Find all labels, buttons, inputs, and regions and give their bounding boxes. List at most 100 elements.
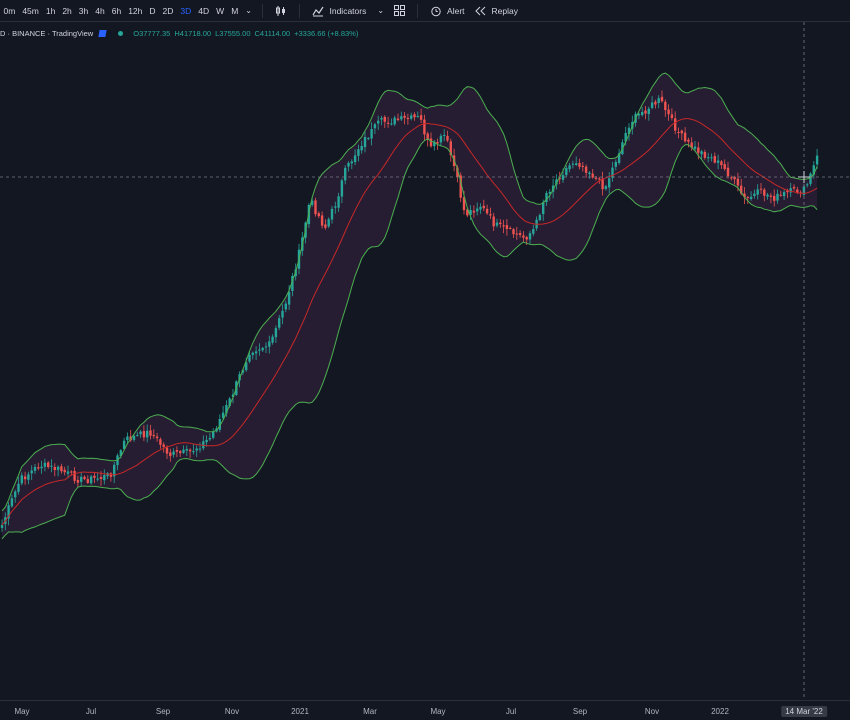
candle [198, 442, 202, 453]
replay-button[interactable]: Replay [470, 6, 523, 16]
candle [644, 106, 647, 120]
candle [776, 189, 779, 204]
timeframe-2h[interactable]: 2h [62, 5, 72, 16]
candle [489, 207, 492, 219]
candle [723, 159, 726, 171]
candle [76, 475, 80, 488]
symbol-name[interactable]: D · BINANCE · TradingView [0, 28, 94, 38]
timeframe-6h[interactable]: 6h [111, 5, 122, 16]
candle [172, 448, 175, 458]
candle [53, 463, 56, 477]
candle [578, 158, 581, 170]
candle [604, 184, 608, 191]
candle [479, 203, 482, 214]
candle [30, 465, 33, 481]
candle [766, 192, 769, 200]
candle [195, 445, 198, 457]
candle [182, 445, 185, 454]
symbol-legend: D · BINANCE · TradingView O37777.35 H417… [0, 26, 358, 40]
timeframe-w[interactable]: W [216, 5, 225, 16]
candle [139, 430, 142, 438]
candle [261, 346, 264, 352]
indicators-label: Indicators [329, 5, 367, 16]
candle [677, 127, 680, 139]
candle [568, 163, 571, 173]
candle [337, 192, 340, 212]
candle [314, 197, 317, 217]
bollinger-upper-band [1, 72, 818, 512]
candle [769, 192, 773, 204]
candle [221, 405, 225, 421]
alert-button[interactable]: Alert [425, 5, 469, 17]
candle [617, 148, 621, 165]
candle [753, 189, 756, 199]
candle [192, 444, 195, 455]
timeframe-dropdown-icon[interactable]: ⌄ [245, 6, 252, 15]
timeframe-3d[interactable]: 3D [180, 5, 192, 16]
candle [330, 205, 334, 224]
candle [268, 335, 271, 354]
candle [175, 446, 179, 458]
candle [363, 131, 367, 153]
time-axis[interactable]: May Jul Sep Nov 2021 Mar May Jul Sep Nov 2022 [0, 700, 850, 720]
candle [763, 187, 766, 202]
candle [146, 424, 149, 443]
time-axis-label: Sep [572, 707, 588, 716]
candle [419, 108, 423, 123]
candle [637, 112, 641, 120]
bollinger-band-fill [2, 73, 818, 539]
flag-icon[interactable] [98, 29, 107, 37]
candle [789, 182, 792, 197]
timeframe-d[interactable]: D [149, 5, 156, 16]
timeframe-2d[interactable]: 2D [162, 5, 174, 16]
candle [27, 471, 30, 485]
templates-button[interactable] [389, 5, 410, 16]
candle [806, 182, 809, 188]
candle [17, 477, 20, 495]
timeframe-0m[interactable]: 0m [3, 5, 16, 16]
alert-label: Alert [447, 5, 465, 16]
candle [291, 272, 294, 297]
candle [759, 183, 763, 194]
indicators-button[interactable]: Indicators ⌄ [307, 5, 389, 17]
candle [393, 115, 396, 127]
candle [664, 99, 667, 117]
candle [667, 104, 670, 121]
candle [284, 300, 287, 313]
timeframe-3h[interactable]: 3h [78, 5, 89, 16]
timeframe-4h[interactable]: 4h [95, 5, 105, 16]
candle [416, 111, 419, 118]
candle [360, 140, 363, 154]
timeframe-12h[interactable]: 12h [128, 5, 143, 16]
candle [581, 162, 584, 172]
candle [726, 161, 730, 179]
candle [495, 218, 499, 228]
candle [693, 141, 697, 152]
candle [446, 130, 449, 143]
top-toolbar: 0m 45m 1h 2h 3h 4h 6h 12h D 2D 3D 4D W M ⌄ Indicators… [0, 0, 850, 22]
candle [410, 112, 413, 121]
timeframe-m[interactable]: M [231, 5, 239, 16]
candle [631, 115, 634, 135]
candle [344, 165, 347, 185]
timeframe-45m[interactable]: 45m [22, 5, 39, 16]
candle [650, 96, 654, 110]
candle [281, 304, 284, 325]
timeframe-4d[interactable]: 4D [198, 5, 210, 16]
chart-type-button[interactable] [270, 5, 292, 17]
candle [654, 99, 657, 109]
chevron-down-icon: ⌄ [377, 6, 385, 15]
candle [218, 414, 221, 433]
price-chart[interactable] [0, 22, 850, 700]
rewind-icon [474, 6, 485, 15]
timeframe-1h[interactable]: 1h [45, 5, 56, 16]
candle [320, 211, 324, 229]
crosshair-cursor-icon [798, 171, 810, 183]
candle [152, 429, 155, 439]
time-axis-label: Jul [85, 707, 97, 716]
candle [614, 159, 617, 171]
candle [528, 230, 532, 244]
candle [136, 431, 139, 437]
candle [472, 205, 476, 218]
market-status-dot [118, 30, 124, 36]
